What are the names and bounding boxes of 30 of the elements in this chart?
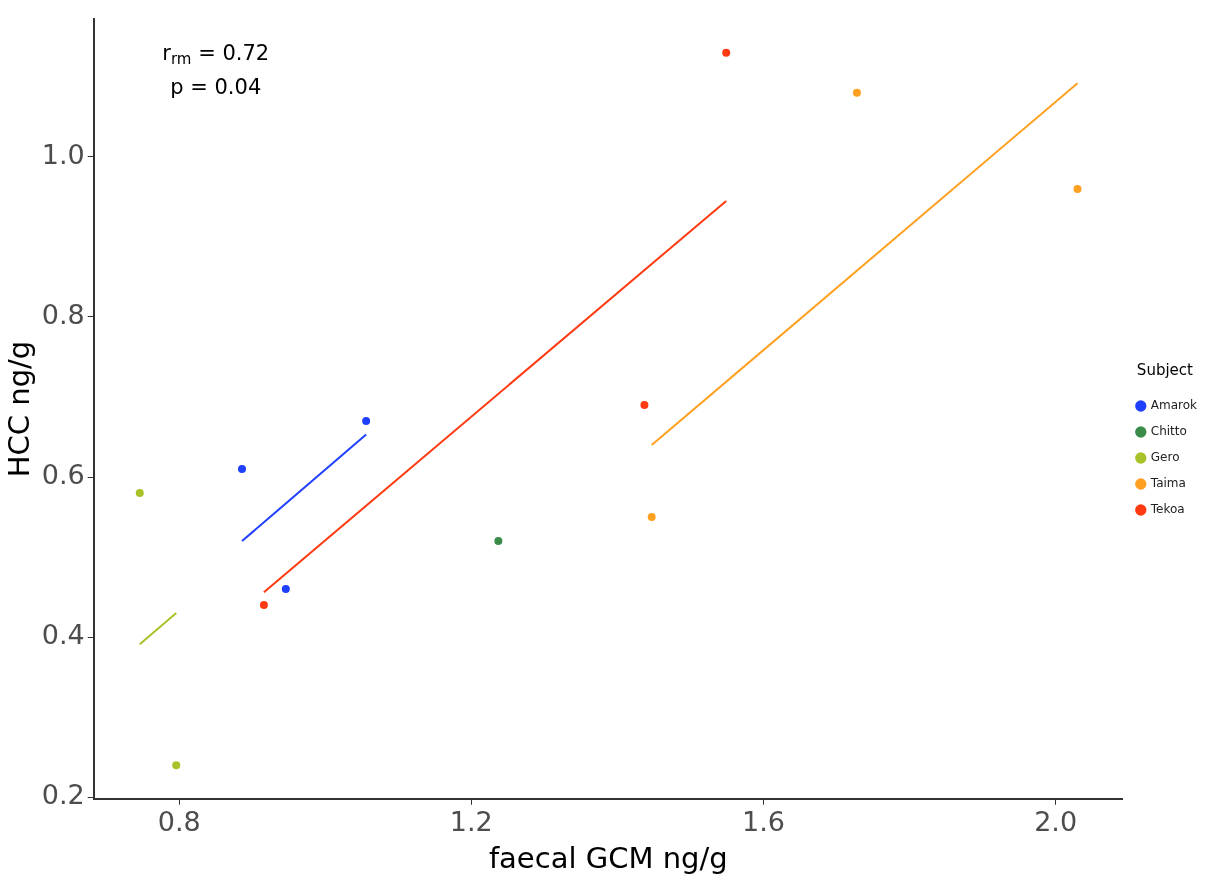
point: [281, 585, 290, 594]
legend-label: Amarok: [1150, 398, 1198, 413]
x-tick-label: 1.2: [449, 806, 493, 838]
point: [647, 513, 656, 522]
point: [135, 489, 144, 498]
legend-title: Subject: [1136, 361, 1194, 380]
y-tick-label: 0.4: [41, 619, 85, 651]
x-tick-label: 2.0: [1034, 806, 1078, 838]
point: [852, 88, 861, 97]
y-tick-label: 0.6: [41, 459, 85, 491]
y-tick-label: 0.2: [41, 779, 85, 811]
point: [1073, 184, 1082, 193]
point: [172, 761, 181, 770]
x-tick-label: 0.8: [157, 806, 201, 838]
annotation: p = 0.04: [170, 74, 262, 99]
y-tick-label: 0.8: [41, 298, 85, 330]
point: [722, 48, 731, 57]
point: [362, 417, 371, 426]
point: [640, 401, 649, 409]
point: [494, 537, 503, 546]
point: [238, 465, 246, 474]
point: [259, 601, 268, 610]
legend-label: Chitto: [1150, 424, 1187, 439]
y-axis-title: HCC ng/g: [1, 340, 36, 478]
x-tick-label: 1.6: [741, 806, 785, 838]
legend-label: Taima: [1149, 476, 1186, 491]
legend-label: Tekoa: [1149, 502, 1185, 517]
x-axis-title: faecal GCM ng/g: [488, 841, 728, 876]
y-tick-label: 1.0: [41, 138, 85, 170]
legend-label: Gero: [1150, 450, 1180, 465]
